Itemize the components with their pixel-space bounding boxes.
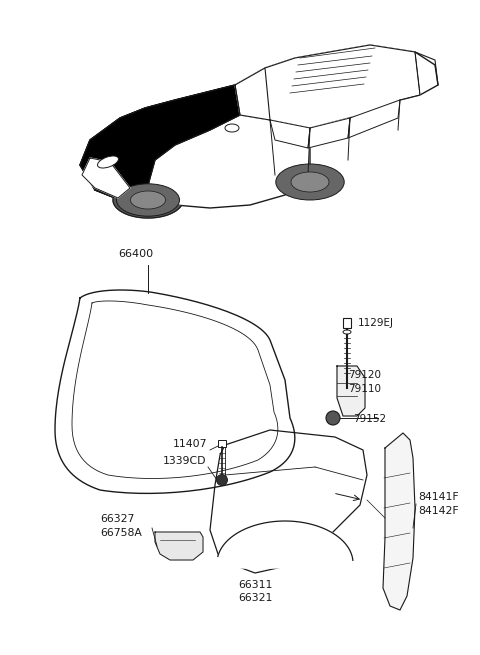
Text: 66327: 66327 (100, 514, 134, 524)
Text: 66321: 66321 (238, 593, 272, 603)
Text: 11407: 11407 (173, 439, 207, 449)
Text: 84142F: 84142F (418, 506, 458, 516)
Polygon shape (155, 532, 203, 560)
Polygon shape (80, 85, 240, 200)
Polygon shape (218, 521, 353, 568)
Text: 66400: 66400 (118, 249, 153, 259)
Text: 79110: 79110 (348, 384, 381, 394)
Bar (218, 440, 226, 447)
Polygon shape (210, 430, 367, 573)
Polygon shape (82, 158, 130, 198)
Ellipse shape (343, 330, 351, 334)
Text: 1339CD: 1339CD (163, 456, 206, 466)
Polygon shape (308, 118, 350, 148)
Bar (343, 318, 351, 328)
Ellipse shape (276, 164, 344, 200)
Text: 1129EJ: 1129EJ (358, 318, 394, 328)
Circle shape (216, 474, 228, 485)
Polygon shape (337, 366, 365, 416)
Text: 79120: 79120 (348, 370, 381, 380)
Polygon shape (383, 433, 415, 610)
Polygon shape (235, 45, 420, 128)
Circle shape (326, 411, 340, 425)
Ellipse shape (225, 124, 239, 132)
Polygon shape (348, 100, 400, 138)
Ellipse shape (117, 184, 180, 216)
Text: 66758A: 66758A (100, 528, 142, 538)
Polygon shape (113, 195, 181, 218)
Text: 79152: 79152 (353, 414, 386, 424)
Text: 66311: 66311 (238, 580, 272, 590)
Ellipse shape (291, 172, 329, 192)
Ellipse shape (97, 156, 119, 168)
Polygon shape (235, 68, 270, 120)
Polygon shape (55, 290, 295, 493)
Polygon shape (270, 120, 310, 148)
Polygon shape (80, 45, 438, 208)
Text: 84141F: 84141F (418, 492, 458, 502)
Ellipse shape (131, 191, 166, 209)
